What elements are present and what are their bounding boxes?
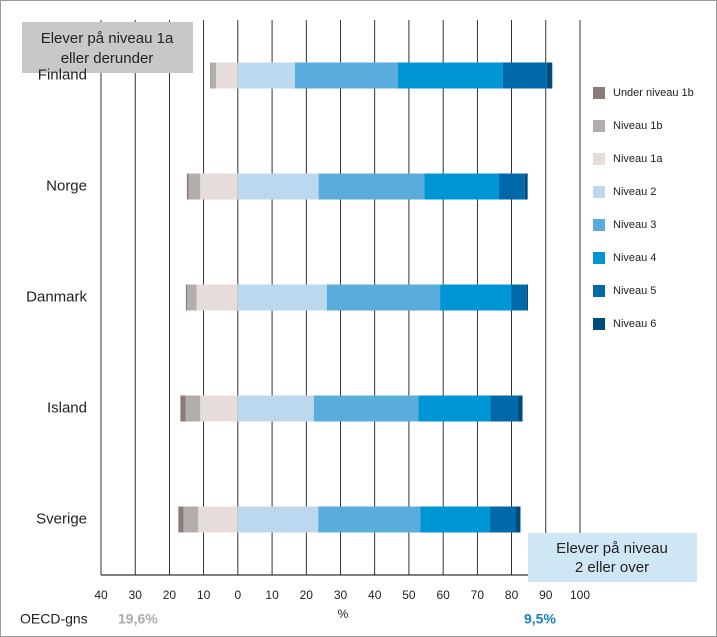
bar-segment [215, 62, 238, 89]
x-tick-label: 20 [300, 588, 314, 602]
legend-label: Niveau 1a [613, 153, 663, 165]
legend-label: Niveau 5 [613, 285, 656, 297]
bar-segment [188, 173, 201, 200]
legend-label: Under niveau 1b [613, 87, 694, 99]
category-label: Danmark [26, 288, 87, 305]
x-tick-label: 40 [368, 588, 382, 602]
bar-segment [185, 284, 188, 311]
x-tick-label: 10 [265, 588, 279, 602]
x-tick-label: 30 [334, 588, 348, 602]
bar-segment [187, 284, 197, 311]
x-tick-label: 20 [163, 588, 177, 602]
legend-swatch [593, 219, 605, 231]
bar-segment [200, 173, 238, 200]
bar-segment [516, 506, 521, 533]
bar-segment [210, 62, 211, 89]
bar-segment [318, 506, 421, 533]
x-tick-label: 0 [235, 588, 242, 602]
bar-segment [313, 395, 419, 422]
x-tick-label: 80 [505, 588, 519, 602]
bar-segment [326, 284, 441, 311]
x-tick-label: 10 [197, 588, 211, 602]
footer-right: 9,5% [524, 611, 556, 627]
category-label: Finland [38, 66, 87, 83]
bar-segment [178, 506, 184, 533]
bar-segment [518, 395, 523, 422]
bar-segment [511, 284, 527, 311]
category-label: Sverige [36, 510, 87, 527]
legend-swatch [593, 285, 605, 297]
bar-segment [418, 395, 491, 422]
left-box-text: Elever på niveau 1a [41, 30, 174, 47]
bar-segment [490, 395, 519, 422]
bar-segment [397, 62, 503, 89]
bar-segment [180, 395, 186, 422]
bar-segment [237, 284, 327, 311]
bar-segment [294, 62, 398, 89]
right-box [528, 533, 697, 582]
x-tick-label: 100 [570, 588, 590, 602]
legend-swatch [593, 318, 605, 330]
bar-segment [524, 173, 528, 200]
legend-swatch [593, 120, 605, 132]
x-tick-label: 50 [402, 588, 416, 602]
bar-segment [546, 62, 553, 89]
right-box-text: Elever på niveau [556, 540, 668, 557]
bar-segment [183, 506, 199, 533]
bar-segment [186, 173, 189, 200]
bar-segment [237, 506, 319, 533]
bar-segment [237, 62, 295, 89]
bar-segment [196, 284, 238, 311]
left-box-text: eller derunder [61, 50, 154, 67]
bar-segment [237, 395, 314, 422]
right-box-text: 2 eller over [575, 559, 649, 576]
bar-segment [237, 173, 319, 200]
legend-swatch [593, 252, 605, 264]
bar-segment [440, 284, 512, 311]
x-tick-label: 30 [129, 588, 143, 602]
x-axis-label: % [338, 607, 349, 621]
legend: Under niveau 1b Niveau 1b Niveau 1a Niveau … [593, 87, 694, 330]
bar-segment [210, 62, 216, 89]
footer-label: OECD-gns [20, 611, 88, 627]
bar-segment [489, 506, 517, 533]
legend-label: Niveau 3 [613, 219, 656, 231]
legend-label: Niveau 6 [613, 318, 656, 330]
bar-segment [526, 284, 528, 311]
bar-segment [420, 506, 490, 533]
legend-label: Niveau 4 [613, 252, 656, 264]
bar-segment [185, 395, 201, 422]
left-box [22, 22, 193, 73]
category-label: Norge [46, 177, 87, 194]
x-tick-label: 70 [471, 588, 485, 602]
bars [178, 62, 553, 533]
legend-swatch [593, 87, 605, 99]
bar-segment [200, 395, 238, 422]
bar-segment [198, 506, 238, 533]
category-label: Island [47, 399, 87, 416]
legend-swatch [593, 186, 605, 198]
legend-label: Niveau 2 [613, 186, 656, 198]
x-tick-label: 40 [94, 588, 108, 602]
bar-segment [502, 62, 547, 89]
x-tick-label: 90 [539, 588, 553, 602]
legend-label: Niveau 1b [613, 120, 663, 132]
bar-segment [318, 173, 425, 200]
bar-segment [498, 173, 525, 200]
legend-swatch [593, 153, 605, 165]
bar-segment [424, 173, 499, 200]
footer-left: 19,6% [118, 611, 158, 627]
x-tick-label: 60 [436, 588, 450, 602]
